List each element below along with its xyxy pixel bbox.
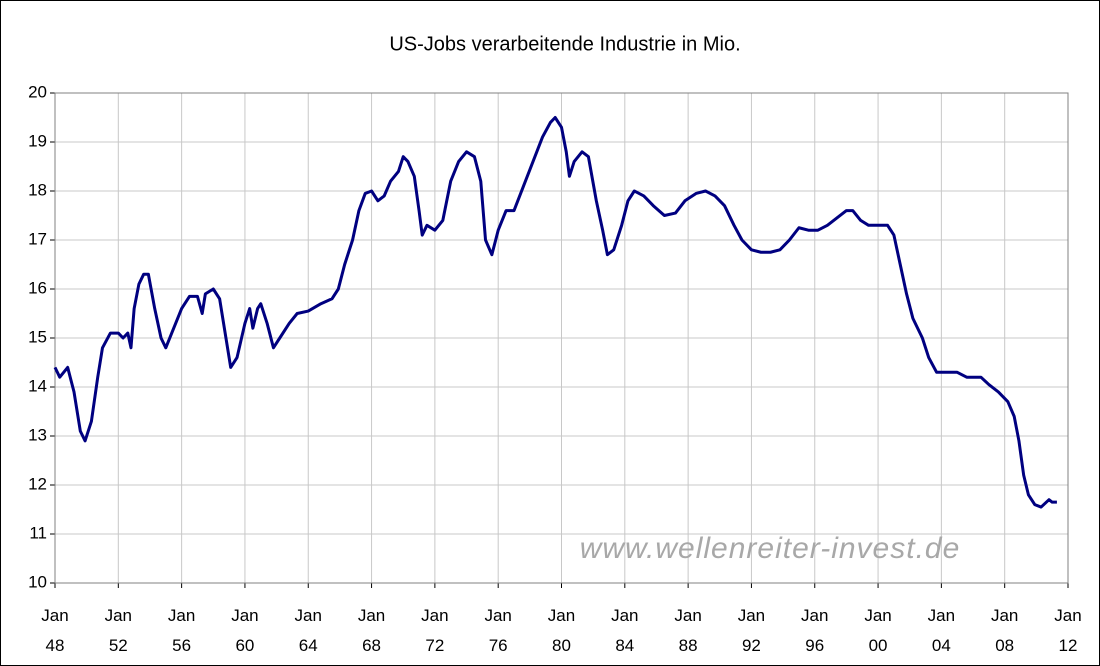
x-tick-label: Jan 88 [674,606,702,655]
x-tick-label: Jan 12 [1054,606,1082,655]
chart-title: US-Jobs verarbeitende Industrie in Mio. [389,33,740,55]
x-tick-label: Jan 60 [231,606,259,655]
x-tick-label: Jan 56 [167,606,196,655]
y-tick-label: 13 [28,425,47,444]
y-tick-label: 17 [28,229,47,248]
y-tick-label: 20 [28,82,47,101]
x-tick-label: Jan 52 [104,606,133,655]
watermark: www.wellenreiter-invest.de [580,532,961,565]
x-tick-label: Jan 64 [294,606,322,655]
x-tick-label: Jan 76 [484,606,512,655]
x-tick-label: Jan 92 [737,606,766,655]
y-tick-label: 18 [28,180,47,199]
y-tick-label: 15 [28,327,47,346]
plot-border [54,92,1069,584]
y-tick-label: 12 [28,474,47,493]
data-line [53,116,1057,509]
x-tick-label: Jan 08 [990,606,1019,655]
y-tick-label: 14 [28,376,47,395]
y-tick-label: 10 [28,572,47,591]
x-tick-label: Jan 84 [611,606,639,655]
x-tick-label: Jan 00 [864,606,892,655]
x-tick-label: Jan 04 [927,606,956,655]
x-tick-label: Jan 80 [547,606,576,655]
y-tick-label: 11 [29,523,47,542]
y-tick-label: 19 [28,131,47,150]
x-tick-label: Jan 96 [801,606,829,655]
y-tick-label: 16 [28,278,47,297]
x-tick-label: Jan 48 [41,606,69,655]
x-tick-label: Jan 72 [421,606,449,655]
x-tick-label: Jan 68 [357,606,386,655]
